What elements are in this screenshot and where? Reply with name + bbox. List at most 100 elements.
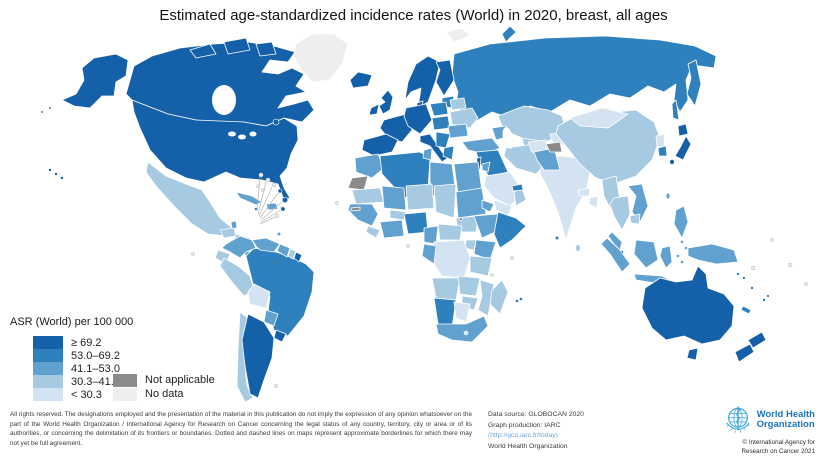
region-moluccas-2[interactable] — [680, 260, 684, 264]
region-lesotho[interactable] — [463, 330, 469, 336]
region-galapagos[interactable] — [191, 252, 195, 256]
region-italy[interactable] — [419, 133, 449, 163]
region-namibia[interactable] — [433, 297, 457, 329]
region-solomon-1[interactable] — [736, 272, 740, 276]
region-senegal-guinea[interactable] — [347, 203, 379, 227]
region-falkland[interactable] — [274, 384, 278, 388]
region-sao-tome[interactable] — [406, 244, 410, 248]
region-somalia[interactable] — [493, 211, 527, 249]
region-antilles-7[interactable] — [274, 213, 280, 219]
region-borneo[interactable] — [633, 239, 659, 269]
region-india[interactable] — [539, 155, 591, 241]
region-fiji-1[interactable] — [762, 298, 766, 302]
region-antilles-4[interactable] — [277, 188, 283, 194]
region-greenland[interactable] — [293, 33, 349, 83]
region-newfoundland[interactable] — [272, 118, 280, 126]
region-antilles-2[interactable] — [265, 177, 271, 183]
region-novaya-zemlya[interactable] — [501, 25, 517, 43]
region-comoros[interactable] — [490, 273, 494, 277]
region-uae-qatar[interactable] — [511, 183, 524, 192]
region-poland[interactable] — [429, 101, 449, 117]
region-kamchatka[interactable] — [686, 59, 702, 107]
region-eritrea[interactable] — [481, 199, 495, 213]
region-ivory-ghana[interactable] — [379, 219, 405, 239]
region-bangladesh[interactable] — [588, 195, 599, 209]
region-ireland[interactable] — [368, 103, 380, 116]
region-sri-lanka[interactable] — [575, 244, 581, 252]
region-argentina[interactable] — [241, 313, 275, 399]
region-belarus[interactable] — [449, 97, 467, 111]
region-sierra-leone-liberia[interactable] — [365, 225, 381, 239]
region-hawaii-1[interactable] — [48, 168, 52, 172]
region-antilles-5[interactable] — [281, 196, 289, 204]
region-gambia[interactable] — [350, 206, 361, 212]
region-sudan[interactable] — [455, 187, 487, 219]
gco-link[interactable]: (http://gco.iarc.fr/today) — [488, 432, 558, 440]
region-antilles-3[interactable] — [271, 182, 277, 188]
region-niger[interactable] — [405, 183, 435, 211]
region-korea-north[interactable] — [655, 133, 666, 148]
region-vietnam-laos[interactable] — [627, 183, 649, 223]
region-sulawesi[interactable] — [659, 245, 673, 269]
region-fiji-2[interactable] — [766, 294, 770, 298]
region-japan-honshu[interactable] — [674, 135, 692, 161]
region-paraguay[interactable] — [263, 309, 279, 327]
region-hawaii-2[interactable] — [54, 172, 58, 176]
region-mali[interactable] — [381, 185, 407, 211]
region-korea-south[interactable] — [657, 145, 668, 157]
region-bolivia[interactable] — [247, 283, 271, 309]
region-tunisia[interactable] — [422, 147, 433, 161]
region-finland[interactable] — [435, 59, 455, 97]
region-moluccas-1[interactable] — [676, 254, 680, 258]
region-trinidad[interactable] — [276, 231, 282, 237]
region-suriname[interactable] — [287, 248, 297, 260]
region-pacific-4[interactable] — [770, 238, 774, 242]
region-french-guiana[interactable] — [293, 251, 303, 263]
region-greece[interactable] — [442, 145, 455, 161]
region-burkina[interactable] — [389, 209, 407, 221]
region-ukraine[interactable] — [449, 107, 479, 129]
region-romania[interactable] — [447, 123, 469, 139]
region-philippines-3[interactable] — [684, 246, 688, 250]
region-angola[interactable] — [431, 277, 461, 301]
region-chad[interactable] — [433, 183, 457, 219]
region-vanuatu[interactable] — [750, 286, 754, 290]
region-venezuela[interactable] — [251, 237, 281, 253]
region-iberia[interactable] — [361, 133, 399, 157]
region-arctic-island-1[interactable] — [189, 43, 217, 59]
region-arctic-island-3[interactable] — [255, 41, 277, 57]
region-mauritania[interactable] — [351, 187, 385, 205]
region-belize[interactable] — [230, 220, 238, 230]
region-tasmania[interactable] — [686, 347, 699, 361]
region-kashmir[interactable] — [545, 141, 563, 153]
region-svalbard[interactable] — [445, 27, 471, 43]
region-seychelles[interactable] — [510, 256, 514, 260]
region-gabon-congo[interactable] — [421, 243, 437, 265]
region-maldives[interactable] — [554, 235, 560, 241]
region-scandinavia[interactable] — [404, 55, 441, 109]
region-guatemala[interactable] — [219, 227, 237, 239]
region-nz-north[interactable] — [747, 331, 767, 349]
region-taiwan[interactable] — [665, 192, 671, 200]
region-nz-south[interactable] — [734, 343, 755, 363]
region-mongolia[interactable] — [569, 107, 629, 129]
region-arctic-island-2[interactable] — [223, 37, 251, 55]
region-cambodia[interactable] — [629, 213, 641, 225]
region-uruguay[interactable] — [273, 329, 287, 343]
region-cape-verde[interactable] — [335, 201, 339, 205]
region-south-africa[interactable] — [435, 315, 489, 343]
region-antilles-6[interactable] — [280, 206, 286, 212]
region-car[interactable] — [437, 223, 463, 241]
region-germany-central[interactable] — [403, 103, 433, 135]
region-sakhalin[interactable] — [671, 99, 680, 121]
region-guyana[interactable] — [276, 243, 291, 258]
region-reunion[interactable] — [519, 297, 523, 301]
region-mauritius[interactable] — [515, 299, 519, 303]
region-czech-hungary[interactable] — [431, 115, 451, 131]
region-malawi-mozambique[interactable] — [477, 279, 495, 317]
region-iceland[interactable] — [349, 71, 373, 89]
region-zambia[interactable] — [457, 275, 481, 297]
region-nepal[interactable] — [577, 187, 591, 197]
region-antilles-1[interactable] — [258, 172, 264, 178]
region-jordan[interactable] — [481, 161, 491, 173]
